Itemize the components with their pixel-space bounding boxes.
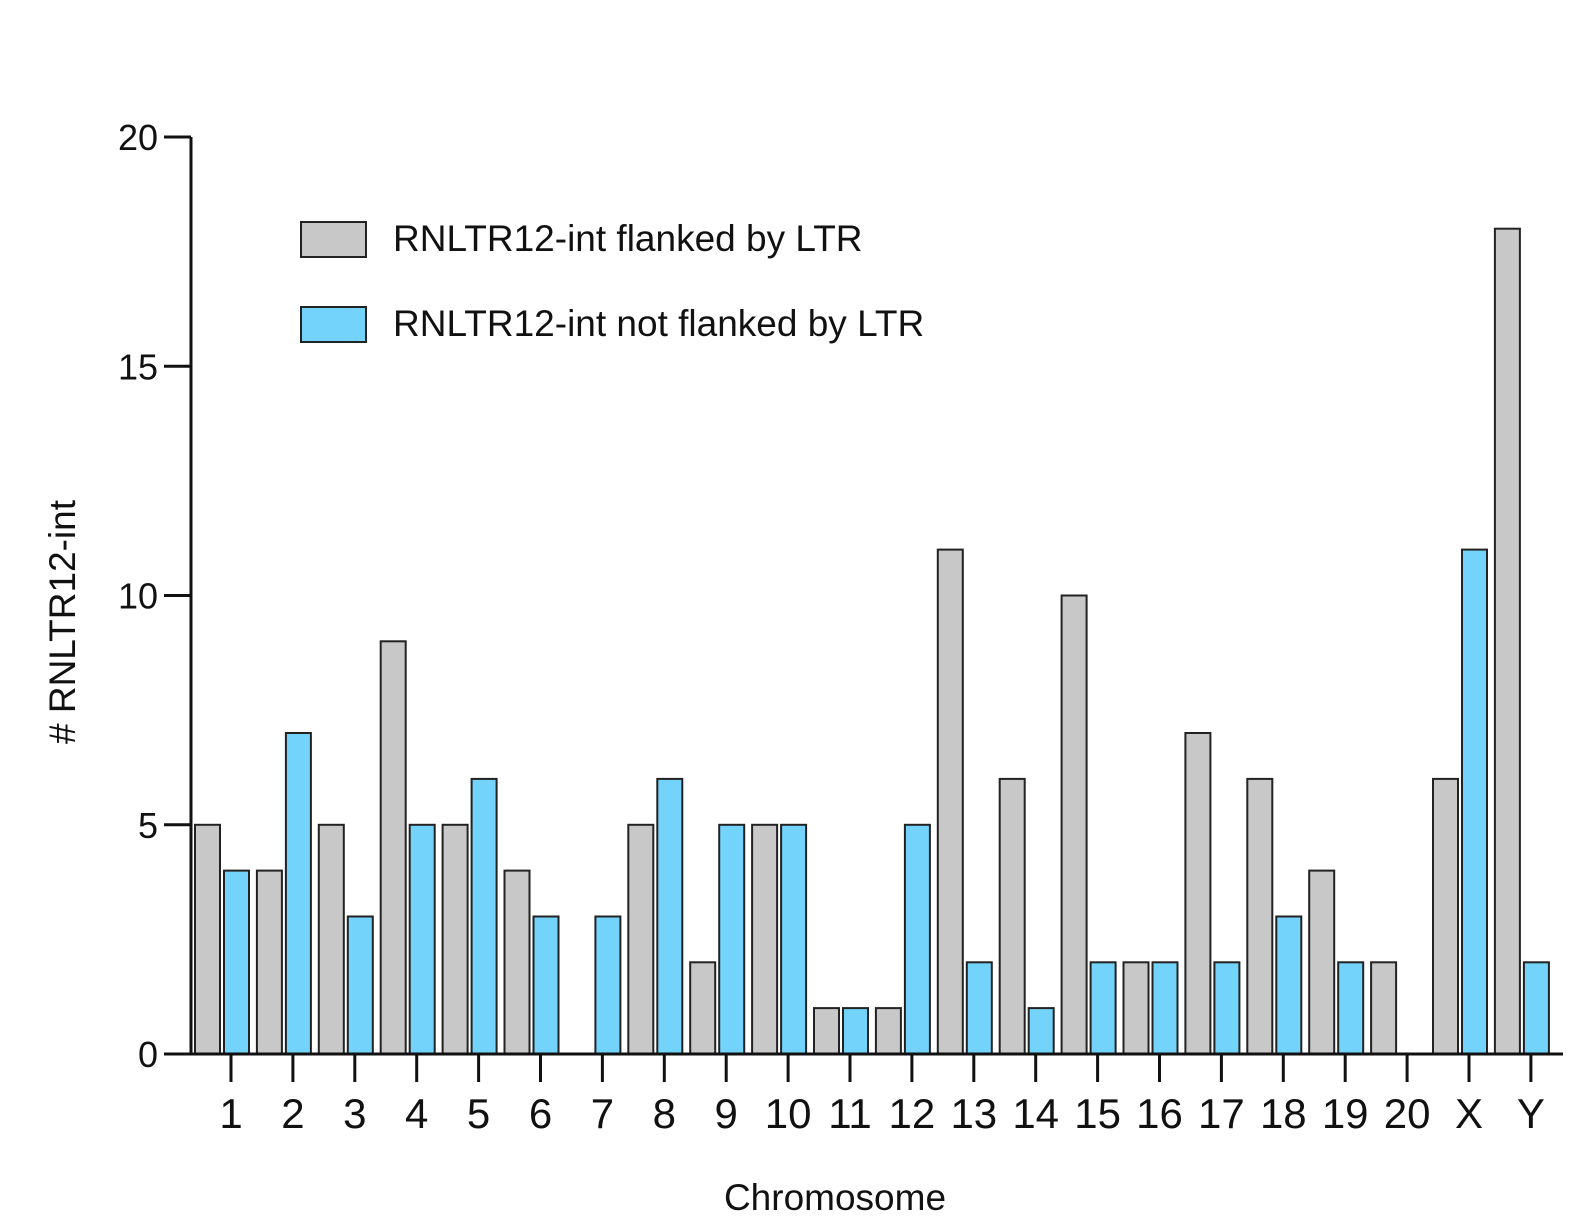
x-tick-label-7: 7: [591, 1090, 614, 1137]
bar-flanked-chr-8: [627, 823, 655, 1056]
bar-not-flanked-chr-9: [718, 823, 746, 1056]
x-tick-label-12: 12: [889, 1090, 936, 1137]
bar-flanked-chr-10: [751, 823, 779, 1056]
bar-flanked-chr-11: [813, 1007, 840, 1055]
legend-label-not-flanked: RNLTR12-int not flanked by LTR: [393, 303, 924, 344]
bar-not-flanked-chr-17: [1213, 961, 1241, 1055]
bar-not-flanked-chr-16: [1151, 961, 1179, 1055]
x-axis-title: Chromosome: [724, 1177, 946, 1218]
x-tick-label-Y: Y: [1517, 1090, 1545, 1137]
bar-not-flanked-chr-11: [842, 1007, 869, 1055]
x-tick-label-13: 13: [950, 1090, 997, 1137]
x-ticks-layer: 1 2 3 4 5 6 7 8 9 10 11 12 13 14 15 16 17 18 19 20 X Y: [219, 1055, 1545, 1137]
x-tick-label-1: 1: [219, 1090, 242, 1137]
bar-flanked-chr-9: [689, 961, 717, 1055]
bar-flanked-chr-4: [379, 640, 407, 1055]
y-tick-label-0: 0: [138, 1034, 158, 1075]
bar-not-flanked-chr-12: [903, 823, 931, 1056]
bar-not-flanked-chr-7: [594, 915, 622, 1055]
x-tick-label-X: X: [1455, 1090, 1483, 1137]
bar-not-flanked-chr-18: [1275, 915, 1303, 1055]
legend-swatch-not-flanked: [300, 306, 367, 343]
bar-flanked-chr-Y: [1493, 227, 1521, 1055]
bar-flanked-chr-12: [874, 1007, 902, 1055]
y-tick-label-10: 10: [118, 576, 158, 617]
x-tick-label-9: 9: [715, 1090, 738, 1137]
bar-not-flanked-chr-X: [1461, 548, 1488, 1055]
bar-flanked-chr-15: [1060, 594, 1088, 1055]
x-tick-label-18: 18: [1260, 1090, 1307, 1137]
y-ticks-layer: 0 5 10 15 20: [118, 117, 191, 1075]
bar-not-flanked-chr-Y: [1522, 961, 1550, 1055]
x-tick-label-3: 3: [343, 1090, 366, 1137]
bar-flanked-chr-2: [255, 869, 283, 1055]
bar-not-flanked-chr-19: [1337, 961, 1365, 1055]
y-tick-label-15: 15: [118, 346, 158, 387]
bar-flanked-chr-19: [1308, 869, 1336, 1055]
bar-flanked-chr-X: [1432, 777, 1459, 1056]
y-axis-title: # RNLTR12-int: [42, 499, 83, 744]
y-tick-label-20: 20: [118, 117, 158, 158]
x-tick-label-19: 19: [1322, 1090, 1369, 1137]
bar-not-flanked-chr-6: [532, 915, 560, 1055]
legend: RNLTR12-int flanked by LTR RNLTR12-int n…: [300, 218, 924, 344]
bar-not-flanked-chr-3: [346, 915, 374, 1055]
x-tick-label-10: 10: [765, 1090, 812, 1137]
x-tick-label-14: 14: [1012, 1090, 1059, 1137]
x-tick-label-5: 5: [467, 1090, 490, 1137]
bar-flanked-chr-20: [1370, 961, 1398, 1055]
legend-label-flanked: RNLTR12-int flanked by LTR: [393, 218, 863, 259]
bar-not-flanked-chr-10: [780, 823, 808, 1056]
x-tick-label-2: 2: [281, 1090, 304, 1137]
x-tick-label-6: 6: [529, 1090, 552, 1137]
bar-not-flanked-chr-15: [1089, 961, 1117, 1055]
x-tick-label-8: 8: [653, 1090, 676, 1137]
bar-flanked-chr-13: [936, 548, 964, 1055]
bar-flanked-chr-5: [441, 823, 469, 1056]
bar-flanked-chr-6: [503, 869, 531, 1055]
x-tick-label-17: 17: [1198, 1090, 1245, 1137]
x-tick-label-4: 4: [405, 1090, 428, 1137]
x-tick-label-20: 20: [1384, 1090, 1431, 1137]
legend-swatch-flanked: [300, 221, 367, 258]
bar-not-flanked-chr-14: [1027, 1007, 1055, 1055]
bar-flanked-chr-3: [317, 823, 345, 1056]
bar-flanked-chr-14: [998, 777, 1026, 1056]
bar-not-flanked-chr-8: [656, 777, 684, 1056]
bars-layer: [194, 227, 1550, 1056]
bar-not-flanked-chr-2: [284, 732, 312, 1055]
bar-flanked-chr-18: [1246, 777, 1274, 1056]
x-tick-label-16: 16: [1136, 1090, 1183, 1137]
bar-not-flanked-chr-1: [223, 869, 250, 1055]
bar-not-flanked-chr-13: [965, 961, 993, 1055]
x-tick-label-15: 15: [1074, 1090, 1121, 1137]
bar-flanked-chr-16: [1122, 961, 1150, 1055]
x-tick-label-11: 11: [828, 1090, 872, 1137]
y-tick-label-5: 5: [138, 805, 158, 846]
bar-flanked-chr-1: [194, 823, 221, 1056]
bar-not-flanked-chr-5: [470, 777, 498, 1056]
bar-flanked-chr-17: [1184, 732, 1212, 1055]
bar-not-flanked-chr-4: [408, 823, 436, 1056]
